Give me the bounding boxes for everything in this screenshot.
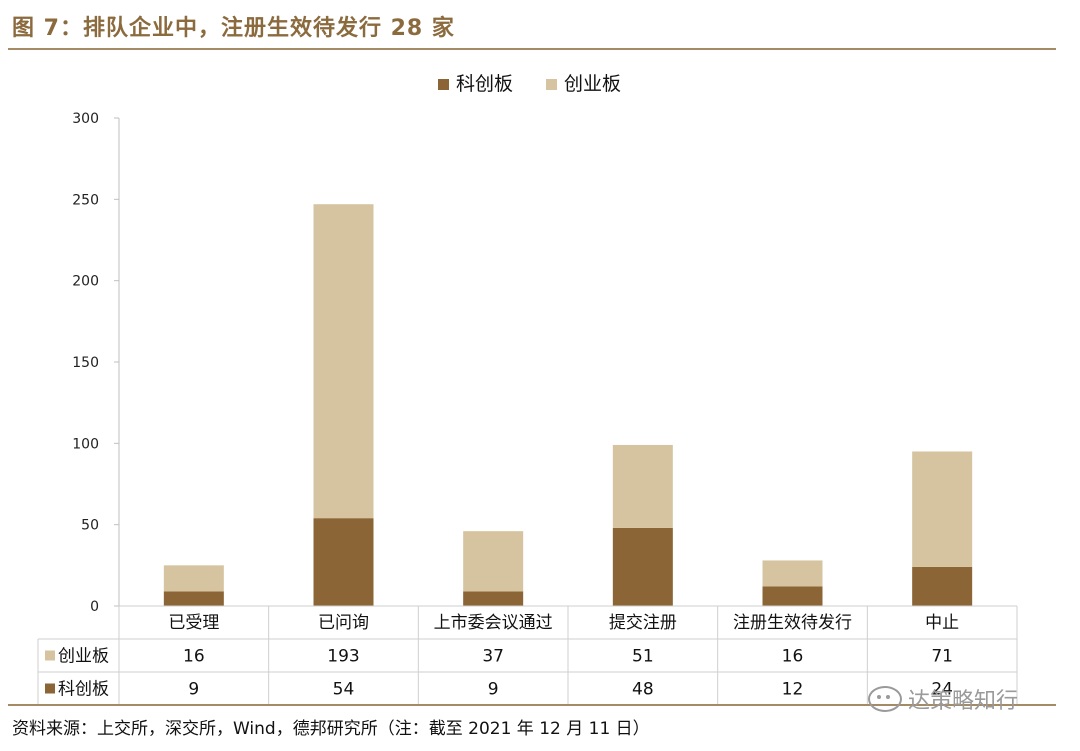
bar-segment [912, 566, 973, 606]
y-tick-label: 100 [72, 436, 99, 452]
y-tick-label: 300 [72, 111, 99, 127]
y-tick-label: 150 [72, 355, 99, 371]
wechat-icon [868, 686, 902, 712]
bar-segment [612, 444, 673, 528]
x-category-label: 中止 [925, 613, 959, 633]
table-value: 37 [482, 647, 504, 667]
bar-segment [163, 565, 224, 592]
x-category-label: 已问询 [318, 613, 369, 633]
table-value: 54 [333, 680, 355, 700]
legend-swatch [438, 79, 449, 90]
y-tick-label: 200 [72, 274, 99, 290]
bar-segment [463, 591, 524, 606]
bar-segment [762, 560, 823, 587]
table-value: 16 [183, 647, 205, 667]
table-row-swatch [45, 683, 55, 694]
bar-segment [313, 518, 374, 606]
x-category-label: 注册生效待发行 [733, 613, 852, 633]
legend-swatch [546, 79, 557, 90]
figure-title: 图 7：排队企业中，注册生效待发行 28 家 [12, 16, 455, 41]
footer-divider [8, 704, 1056, 706]
bar-segment [313, 204, 374, 519]
y-tick-label: 250 [72, 192, 99, 208]
table-value: 16 [782, 647, 804, 667]
bar-segment [762, 586, 823, 606]
table-row-label: 科创板 [58, 680, 109, 700]
legend-label: 创业板 [564, 73, 621, 95]
table-value: 12 [782, 680, 804, 700]
title-divider [8, 48, 1056, 50]
watermark-text: 达策略知行 [908, 689, 1019, 714]
y-tick-label: 0 [90, 599, 99, 615]
table-value: 48 [632, 680, 654, 700]
x-category-label: 已受理 [168, 613, 219, 633]
table-value: 9 [188, 680, 199, 700]
legend-label: 科创板 [456, 73, 513, 95]
y-tick-label: 50 [81, 518, 99, 534]
x-category-label: 提交注册 [609, 613, 677, 633]
table-value: 71 [931, 647, 953, 667]
table-value: 9 [488, 680, 499, 700]
bar-segment [912, 451, 973, 567]
bar-segment [612, 527, 673, 606]
bar-segment [163, 591, 224, 606]
watermark: 达策略知行 [868, 683, 1018, 715]
table-value: 193 [327, 647, 359, 667]
table-value: 51 [632, 647, 654, 667]
bar-segment [463, 531, 524, 592]
x-category-label: 上市委会议通过 [434, 613, 553, 633]
source-note: 资料来源：上交所，深交所，Wind，德邦研究所（注：截至 2021 年 12 月… [12, 719, 650, 739]
table-row-swatch [45, 650, 55, 661]
table-row-label: 创业板 [58, 647, 109, 667]
table-value: 24 [931, 680, 953, 700]
